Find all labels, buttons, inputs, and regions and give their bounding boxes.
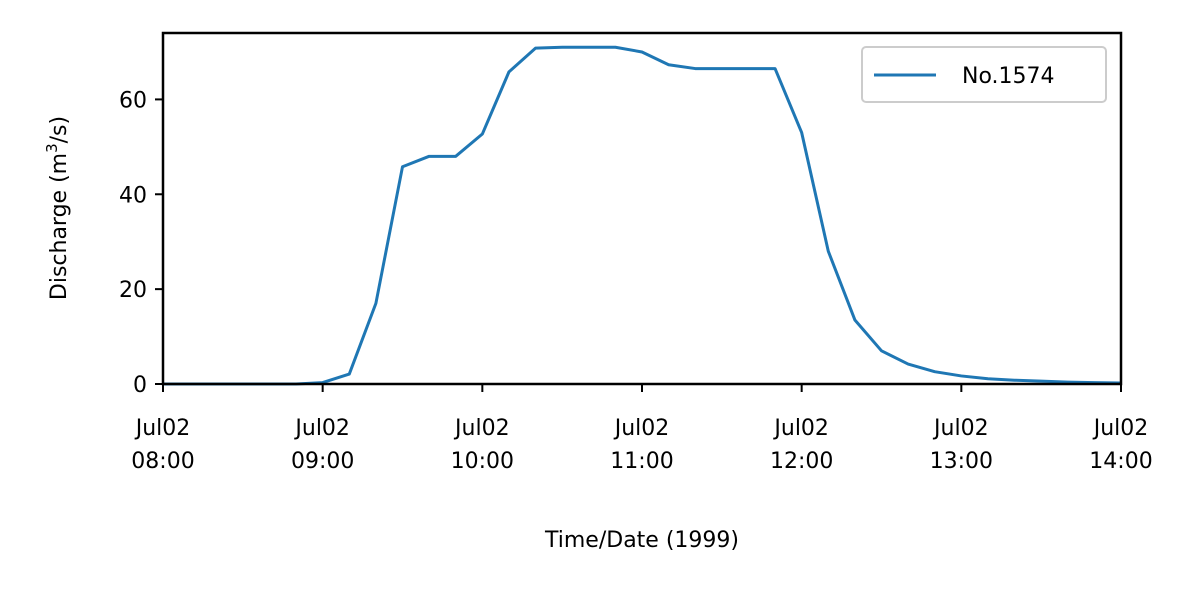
x-tick-label-date: Jul02 (293, 416, 350, 441)
y-axis-label: Discharge (m3/s) (43, 116, 72, 300)
x-tick-label-time: 12:00 (770, 449, 833, 474)
legend-box (861, 46, 1107, 103)
x-tick-label-date: Jul02 (613, 416, 670, 441)
x-tick-label-date: Jul02 (932, 416, 989, 441)
x-tick-label-time: 11:00 (610, 449, 673, 474)
x-tick-label-time: 09:00 (291, 449, 354, 474)
x-tick-label-date: Jul02 (453, 416, 510, 441)
x-tick-label-date: Jul02 (134, 416, 191, 441)
x-tick-label-time: 14:00 (1089, 449, 1152, 474)
y-tick-label: 60 (119, 88, 147, 113)
y-tick-label: 40 (119, 183, 147, 208)
x-tick-label-date: Jul02 (1092, 416, 1149, 441)
x-tick-label-time: 10:00 (451, 449, 514, 474)
legend: No.1574 (861, 46, 1107, 103)
y-axis-label-main: Discharge (m (47, 153, 72, 300)
y-axis-ticks: 0 20 40 60 (119, 88, 163, 398)
y-axis-label-end: /s) (47, 116, 72, 143)
x-tick-label-time: 13:00 (930, 449, 993, 474)
x-axis-label: Time/Date (1999) (544, 528, 739, 553)
y-tick-label: 0 (133, 373, 147, 398)
series-line-no1574 (163, 45, 1122, 386)
y-tick-label: 20 (119, 278, 147, 303)
y-axis-label-superscript: 3 (43, 143, 61, 153)
legend-label-no1574: No.1574 (962, 64, 1055, 89)
x-tick-label-date: Jul02 (772, 416, 829, 441)
x-tick-label-time: 08:00 (131, 449, 194, 474)
x-axis-ticks: Jul02 08:00 Jul02 09:00 Jul02 10:00 Jul02 11:00… (131, 384, 1153, 474)
